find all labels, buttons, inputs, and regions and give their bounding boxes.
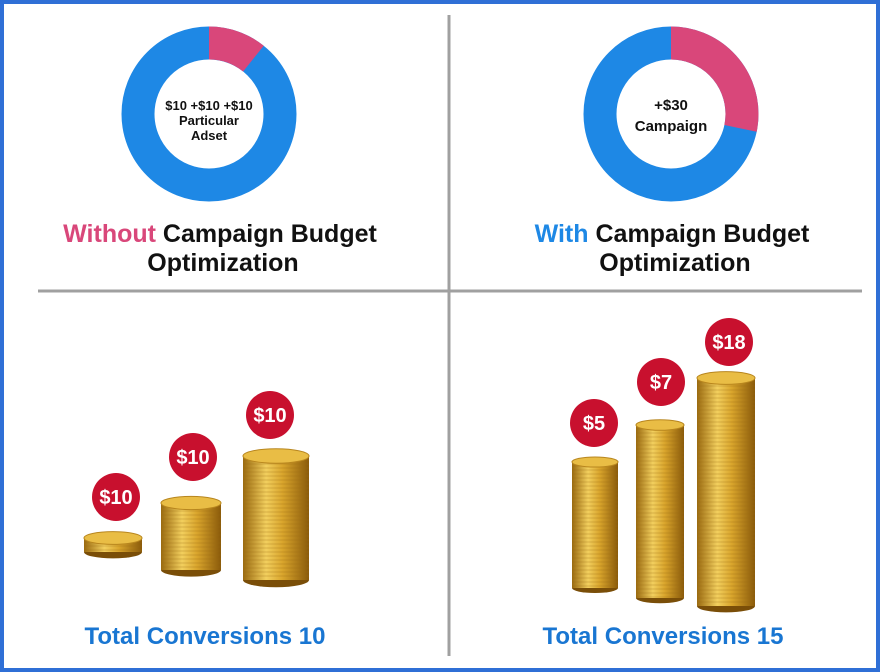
badge-label: $10 (99, 487, 132, 509)
coin-stack (696, 371, 756, 613)
badge-label: $5 (583, 413, 605, 435)
donut (121, 26, 297, 202)
heading: Without Campaign Budget (63, 220, 377, 248)
badge (246, 391, 294, 439)
donut-label: Adset (191, 128, 228, 143)
donut-label: $10 +$10 +$10 (165, 98, 252, 113)
total: Total Conversions 10 (85, 623, 326, 650)
badge (705, 318, 753, 366)
heading: Optimization (147, 249, 298, 277)
coin-stack (635, 419, 685, 604)
badge (637, 358, 685, 406)
badge (570, 399, 618, 447)
coin-stack (571, 456, 619, 594)
total: Total Conversions 15 (543, 623, 784, 650)
badge-label: $10 (176, 447, 209, 469)
coin-stack (242, 448, 310, 588)
badges: $10 $10 $10 $5 $7 $18 (92, 318, 753, 521)
heading-text: Campaign Budget (163, 220, 378, 248)
heading: Optimization (599, 249, 750, 277)
coin-stack (83, 531, 143, 559)
heading-text: Campaign Budget (595, 220, 810, 248)
donut (583, 26, 759, 202)
highlight: Without (63, 220, 156, 248)
coins (83, 371, 756, 613)
badge-label: $10 (253, 405, 286, 427)
coin-stack (160, 495, 222, 577)
badge-label: $18 (712, 332, 745, 354)
badge-label: $7 (650, 372, 672, 394)
highlight: With (535, 220, 589, 248)
badge (169, 433, 217, 481)
donut-label: Particular (179, 113, 239, 128)
donut-label: +$30 (654, 97, 688, 114)
heading: With Campaign Budget (535, 220, 810, 248)
donut-label: Campaign (635, 118, 708, 135)
badge (92, 473, 140, 521)
